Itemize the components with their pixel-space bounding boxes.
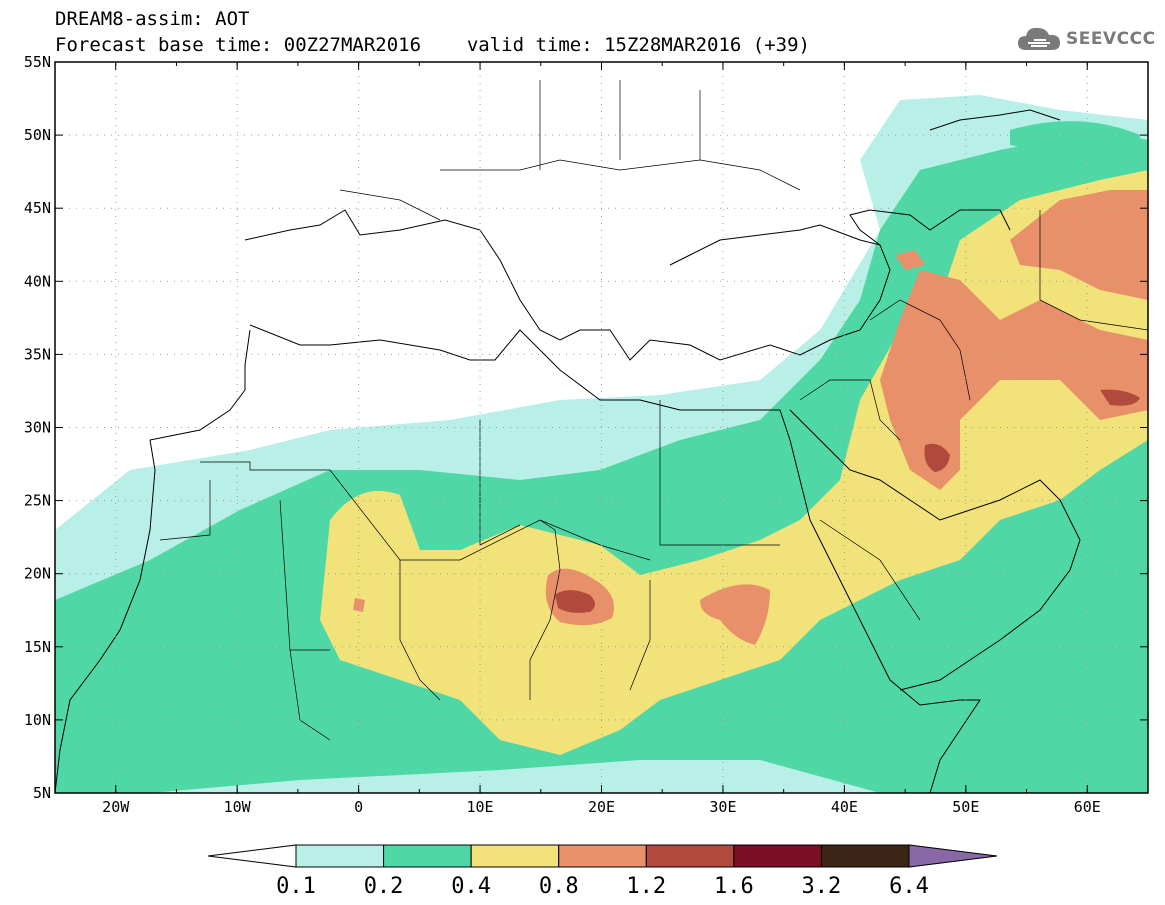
cloud-icon	[1018, 27, 1060, 50]
lon-label: 20W	[102, 798, 130, 816]
lat-label: 20N	[24, 565, 51, 583]
lat-label: 45N	[24, 199, 51, 217]
lat-label: 10N	[24, 711, 51, 729]
lat-label: 55N	[24, 53, 51, 71]
lon-label: 40E	[831, 798, 858, 816]
coastlines	[55, 109, 1081, 793]
lon-label: 10E	[467, 798, 494, 816]
colorbar: 0.1 0.2 0.4 0.8 1.2 1.6 3.2 6.4	[207, 844, 998, 899]
longitude-labels: 20W 10W 0 10E 20E 30E 40E 50E 60E	[102, 798, 1101, 816]
colorbar-swatch	[383, 844, 472, 868]
lat-label: 30N	[24, 419, 51, 437]
lat-label: 50N	[24, 126, 51, 144]
valid-time: valid time: 15Z28MAR2016 (+39)	[466, 34, 810, 56]
seevccc-logo: SEEVCCC	[1016, 22, 1156, 56]
lon-label: 0	[354, 798, 363, 816]
lat-label: 5N	[33, 784, 51, 802]
axis-ticks	[54, 61, 1149, 794]
colorbar-label: 1.6	[714, 874, 754, 899]
lon-label: 50E	[952, 798, 979, 816]
colorbar-swatch	[295, 844, 385, 868]
colorbar-swatch	[733, 844, 822, 868]
lat-label: 35N	[24, 345, 51, 363]
colorbar-label: 0.8	[539, 874, 579, 899]
lat-label: 15N	[24, 638, 51, 656]
chart-subtitle: Forecast base time: 00Z27MAR2016 valid t…	[55, 34, 810, 56]
colorbar-label: 3.2	[802, 874, 842, 899]
colorbar-arrow-high	[908, 844, 998, 868]
lon-label: 10W	[224, 798, 252, 816]
lon-label: 60E	[1074, 798, 1101, 816]
colorbar-label: 0.1	[276, 874, 316, 899]
lon-label: 30E	[709, 798, 736, 816]
colorbar-swatch	[645, 844, 735, 868]
colorbar-label: 6.4	[889, 874, 929, 899]
forecast-base-time: Forecast base time: 00Z27MAR2016	[55, 34, 422, 56]
lat-label: 25N	[24, 492, 51, 510]
aot-field	[55, 95, 1148, 793]
colorbar-swatch	[820, 844, 910, 868]
colorbar-arrow-low	[207, 844, 297, 868]
country-borders	[159, 80, 1148, 741]
colorbar-swatch	[470, 844, 560, 868]
colorbar-label: 0.2	[364, 874, 404, 899]
logo-text: SEEVCCC	[1066, 29, 1156, 49]
lat-label: 40N	[24, 272, 51, 290]
colorbar-swatch	[558, 844, 647, 868]
latitude-labels: 5N 10N 15N 20N 25N 30N 35N 40N 45N 50N 55N	[24, 53, 51, 802]
chart-title: DREAM8-assim: AOT	[55, 8, 250, 30]
graticule	[55, 62, 1148, 793]
colorbar-label: 1.2	[626, 874, 666, 899]
colorbar-label: 0.4	[451, 874, 491, 899]
lon-label: 20E	[588, 798, 615, 816]
